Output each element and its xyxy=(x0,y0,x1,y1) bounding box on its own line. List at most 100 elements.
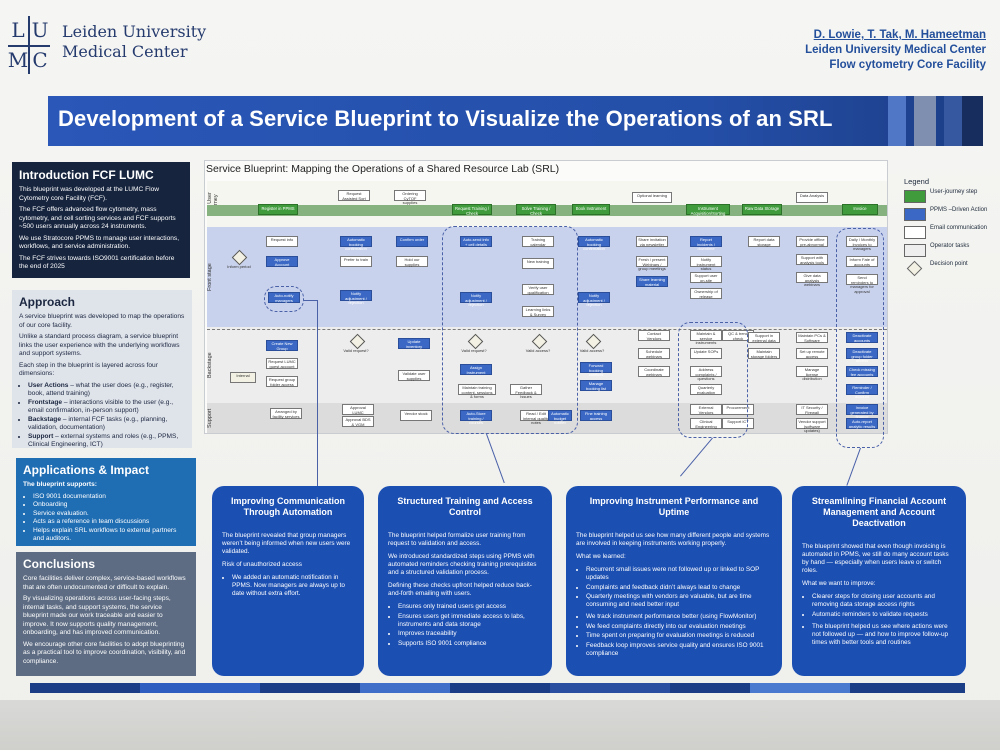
process-box: Fresh / present Webinars / group meeting… xyxy=(636,256,668,271)
card-bullet: We feed complaints directly into our eva… xyxy=(586,623,772,631)
process-box: Check missing fee accounts xyxy=(846,366,878,377)
decision-label: Valid access? xyxy=(525,348,551,353)
legend: Legend User-journey step PPMS –Driven Ac… xyxy=(904,178,994,279)
card-bullet: Supports ISO 9001 compliance xyxy=(398,640,542,648)
support-box: Invoice generated by finance xyxy=(846,404,878,419)
applications-panel: Applications & Impact The blueprint supp… xyxy=(16,458,196,546)
applications-item: Acts as a reference in team discussions xyxy=(33,518,189,527)
process-box: Ownership of release xyxy=(690,288,722,299)
affiliation: Leiden University Medical Center xyxy=(805,44,986,56)
conclusions-text: We encourage other core facilities to ad… xyxy=(23,640,186,665)
process-box: Maintain PCs & Software xyxy=(796,332,828,343)
approach-item: Support – external systems and roles (e.… xyxy=(28,433,185,450)
highlight-region xyxy=(442,226,578,434)
intro-text: We use Stratocore PPMS to manage user in… xyxy=(19,234,180,251)
card-bullet: Complaints and feedback didn’t always le… xyxy=(586,584,772,592)
card-heading: Improving Instrument Performance and Upt… xyxy=(589,496,759,517)
process-box: Learning links & Survey xyxy=(522,306,554,317)
support-box: Vendor support (software updates) xyxy=(796,418,828,433)
process-box: Deactivate accounts xyxy=(846,332,878,343)
floor xyxy=(0,700,1000,750)
process-box: Automatic booking confirmation xyxy=(578,236,610,251)
process-box: Notify instrument status xyxy=(690,256,722,271)
card-bullet: Quarterly meetings with vendors are valu… xyxy=(586,593,772,609)
process-box: Hold our supplies xyxy=(396,256,428,267)
card-heading: Improving Communication Through Automati… xyxy=(230,496,345,517)
decision-label: Valid access? xyxy=(579,348,605,353)
diagram-title: Service Blueprint: Mapping the Operation… xyxy=(206,163,560,175)
connector-line xyxy=(304,300,318,302)
process-box: Verify user qualification xyxy=(522,284,554,295)
finding-card-instrument: Improving Instrument Performance and Upt… xyxy=(566,486,782,676)
support-box: Approval BDS & VGM xyxy=(342,416,374,427)
lane-label: FCF User Journey xyxy=(207,192,219,216)
connector-line xyxy=(317,300,319,486)
conclusions-text: Core facilities deliver complex, service… xyxy=(23,575,186,591)
process-box: Inform Fate of accounts xyxy=(846,256,878,267)
process-box: Send reminders to managers for approval xyxy=(846,274,878,294)
support-box: Auto-Store training / courses xyxy=(460,410,492,425)
card-lead: What we learned: xyxy=(576,553,626,560)
journey-step: Instrument Acquisition/Sorting xyxy=(686,204,730,216)
process-box: Maintain training content, sessions & fo… xyxy=(458,384,496,399)
process-box: Support user on-site xyxy=(690,272,722,283)
journey-step: Book Instrument xyxy=(572,204,610,215)
intro-text: The FCF offers advanced flow cytometry, … xyxy=(19,206,176,230)
card-bullet: The blueprint helped us see where action… xyxy=(812,623,956,647)
legend-item: User-journey step xyxy=(904,189,994,207)
process-box: Assign Instrument xyxy=(460,364,492,375)
process-box: Reminder / Confirm account xyxy=(846,384,878,399)
process-box: Update inventory xyxy=(398,338,430,349)
top-note: Optional learning xyxy=(632,192,672,203)
process-box: Deactivate group folder access xyxy=(846,348,878,363)
support-box: Arranged by facility services xyxy=(270,408,302,419)
finding-card-financial: Streamlining Financial Account Managemen… xyxy=(792,486,966,676)
top-note: Request Assisted Sort xyxy=(338,190,370,201)
process-box: Report incidents / downtime xyxy=(690,236,722,251)
conclusions-text: By visualizing operations across user-fa… xyxy=(23,595,171,636)
highlight-region xyxy=(264,286,304,312)
title-band xyxy=(48,96,983,146)
process-box: Schedule webinars xyxy=(638,348,670,359)
applications-heading: Applications & Impact xyxy=(23,463,150,477)
conclusions-heading: Conclusions xyxy=(23,557,96,571)
card-text: Defining these checks upfront helped red… xyxy=(388,582,532,597)
intro-text: The FCF strives towards ISO9001 certific… xyxy=(19,254,175,271)
card-heading: Structured Training and Access Control xyxy=(397,496,533,517)
process-box: Share learning material xyxy=(636,276,668,287)
legend-item: PPMS –Driven Action xyxy=(904,207,994,225)
card-text: The blueprint helped formalize user trai… xyxy=(388,532,526,547)
journey-step: Register in PPMS xyxy=(258,204,298,215)
top-note: Ordering CyTOF supplies xyxy=(394,190,426,205)
process-box: Prefer to train xyxy=(340,256,372,267)
logo-letter: C xyxy=(32,48,48,72)
process-box: Create New Group xyxy=(266,340,298,351)
process-box: Manage license distribution xyxy=(796,366,828,381)
process-box: Approve Account xyxy=(266,256,298,267)
process-box: Request group folder access xyxy=(266,376,298,387)
card-bullet: Ensures users get immediate access to la… xyxy=(398,613,542,629)
process-box: Request LUMC guest account xyxy=(266,358,298,369)
decision-label: Inform period xyxy=(227,264,251,269)
card-bullet: Time spent on preparing for evaluation m… xyxy=(586,632,772,640)
card-lead: What we want to improve: xyxy=(802,580,876,587)
card-text: The blueprint showed that even though in… xyxy=(802,543,949,574)
approach-item: User Actions – what the user does (e.g.,… xyxy=(28,382,185,399)
authors: D. Lowie, T. Tak, M. Hameetman xyxy=(813,29,986,41)
lane-label: Backstage xyxy=(207,352,213,378)
legend-heading: Legend xyxy=(904,177,930,186)
applications-item: ISO 9001 documentation xyxy=(33,493,189,502)
card-bullet: Automatic reminders to validate requests xyxy=(812,611,956,619)
process-box: Contact Vendors xyxy=(638,330,670,341)
support-box: Auto-report analytic results xyxy=(846,418,878,429)
card-bullet: Improves traceability xyxy=(398,630,542,638)
card-result: We added an automatic notification in PP… xyxy=(232,574,354,598)
author-block: D. Lowie, T. Tak, M. Hameetman Leiden Un… xyxy=(805,28,986,73)
card-text: Risk of unauthorized access xyxy=(222,561,302,568)
highlight-region xyxy=(836,228,884,448)
process-box: Forward booking conflicts xyxy=(580,362,612,377)
conclusions-panel: Conclusions Core facilities deliver comp… xyxy=(16,552,196,676)
applications-list: ISO 9001 documentation Onboarding Servic… xyxy=(33,493,189,544)
approach-text: Unlike a standard process diagram, a ser… xyxy=(19,333,180,357)
process-box: Training calendar xyxy=(522,236,554,247)
